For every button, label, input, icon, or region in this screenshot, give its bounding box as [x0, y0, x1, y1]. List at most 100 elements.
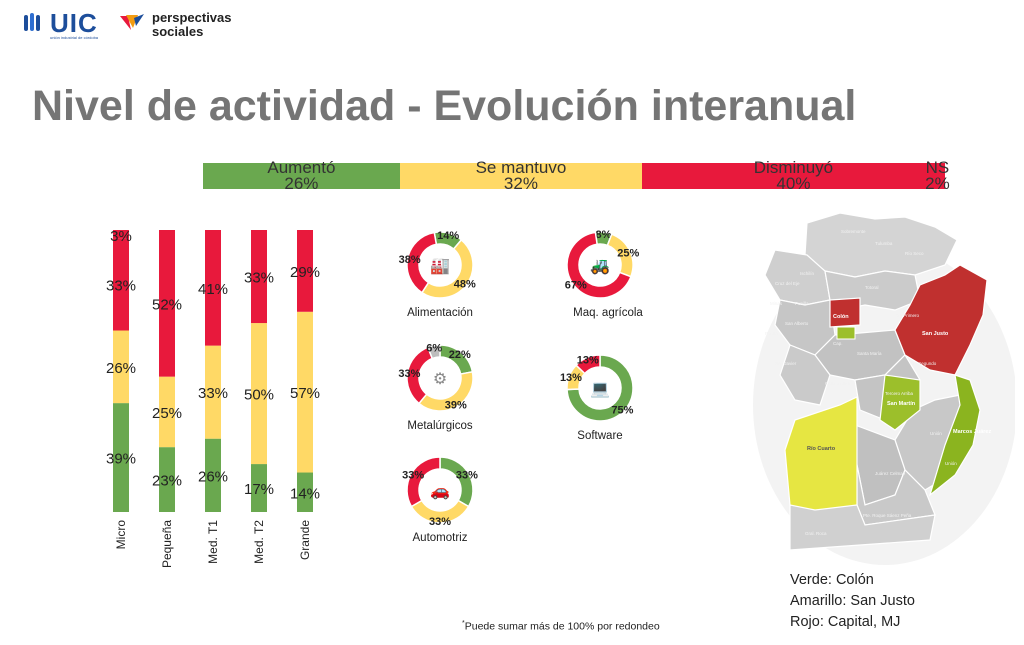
map-region-colon	[829, 297, 861, 328]
perspectivas-sociales-icon	[118, 12, 146, 39]
overall-bar-segment	[203, 163, 400, 189]
size-category-label: Med. T1	[206, 520, 220, 564]
size-bar-value-label: 41%	[198, 281, 228, 298]
map-label-colon: Colón	[833, 314, 849, 320]
overall-stacked-bar	[203, 163, 960, 189]
overall-bar-label: Se mantuvo 32%	[475, 158, 567, 193]
size-bar-value-label: 26%	[198, 468, 228, 485]
donut-slice	[566, 354, 634, 422]
logo-ps-line1: perspectivas	[152, 10, 232, 25]
map-faint-label: Pocho	[765, 331, 778, 336]
size-bar-segment	[113, 330, 129, 404]
size-bar-value-label: 33%	[244, 270, 274, 287]
size-bar-value-label: 33%	[106, 277, 136, 294]
map-faint-label: Minas	[770, 301, 783, 306]
size-bar-segment	[159, 230, 175, 377]
uic-symbol-icon	[24, 13, 40, 31]
map-faint-label: Río Seco	[905, 251, 924, 256]
size-bar-segment	[205, 438, 221, 512]
size-bar-segment	[159, 376, 175, 448]
map-region-marcos-juarez	[928, 374, 981, 497]
gear-icon: ⚙	[433, 371, 447, 388]
overall-bar-label: NS 2%	[925, 158, 950, 192]
donut-sector-label: Software	[577, 430, 622, 442]
map-faint-label: San Javier	[775, 361, 797, 366]
overall-series-name: Se mantuvo	[475, 158, 567, 177]
donut-value-label: 48%	[454, 279, 476, 291]
size-bar-segment	[251, 230, 267, 324]
footnote: *Puede sumar más de 100% por redondeo	[462, 620, 660, 633]
map-faint-label: Totoral	[865, 285, 879, 290]
donut-value-label: 6%	[426, 343, 442, 355]
overall-series-name: Aumentó	[267, 158, 336, 177]
map-faint-label: Sobremonte	[841, 229, 866, 234]
size-bar-segment	[205, 345, 221, 439]
logo-ps-line2: sociales	[152, 24, 204, 39]
map-region-san-martin	[879, 374, 921, 431]
donut-slice	[406, 231, 438, 294]
uic-tagline: unión industrial de córdoba	[50, 35, 99, 40]
map-legend: Verde: Colón Amarillo: San Justo Rojo: C…	[790, 570, 915, 633]
map-faint-label: Unión	[930, 431, 942, 436]
size-bar-value-label: 23%	[152, 473, 182, 490]
size-category-label: Grande	[298, 520, 312, 560]
map-faint-label: Cruz del Eje	[775, 281, 800, 286]
perspectivas-sociales-logo: perspectivas sociales	[152, 11, 232, 39]
car-icon: 🚗	[430, 483, 450, 500]
donut-value-label: 25%	[617, 247, 639, 259]
overall-bar-labels: Aumentó 26% Se mantuvo 32% Disminuyó 40% NS 2%	[0, 157, 1024, 197]
size-bar-value-label: 17%	[244, 481, 274, 498]
size-category-label: Micro	[114, 520, 128, 550]
overall-series-name: NS	[925, 158, 950, 177]
size-bar-value-label: 52%	[152, 296, 182, 313]
size-bar-value-label: 33%	[198, 385, 228, 402]
overall-series-name: Disminuyó	[753, 158, 834, 177]
overall-series-value: 32%	[503, 174, 538, 193]
uic-logo: UIC unión industrial de córdoba	[22, 8, 99, 40]
footnote-mark: *	[462, 620, 465, 627]
map-faint-label: Juárez Celman	[875, 471, 906, 476]
map-label-rio-cuarto: Río Cuarto	[807, 446, 836, 452]
size-bar-value-label: 14%	[290, 485, 320, 502]
overall-bar-segment	[944, 163, 960, 189]
map-label-san-martin: San Martín	[887, 401, 916, 407]
tractor-icon: 🚜	[590, 258, 610, 275]
map-faint-label: Unión	[945, 461, 957, 466]
donut-slice	[426, 344, 441, 360]
overall-series-value: 26%	[284, 174, 319, 193]
map-faint-label: Pte. Roque Sáenz Peña	[863, 513, 912, 518]
map-faint-label: Río Primero	[895, 313, 920, 318]
donut-sector-label: Alimentación	[407, 307, 473, 319]
donut-value-label: 33%	[402, 470, 424, 482]
size-bar-segment	[251, 323, 267, 465]
donut-value-label: 75%	[611, 404, 633, 416]
size-category-label: Med. T2	[252, 520, 266, 564]
map-faint-label: San Alberto	[785, 321, 809, 326]
size-category-label: Pequeña	[160, 520, 174, 568]
size-bar-segment	[159, 447, 175, 512]
overall-series-value: 40%	[776, 174, 811, 193]
overall-bar-label: Aumentó 26%	[267, 158, 336, 193]
map-faint-label: Cap.	[833, 341, 843, 346]
overall-bar-label: Disminuyó 40%	[753, 158, 834, 193]
overall-bar-segment	[642, 163, 945, 189]
legend-red: Rojo: Capital, MJ	[790, 614, 901, 630]
size-bar-value-label: 25%	[152, 405, 182, 422]
legend-green: Verde: Colón	[790, 572, 874, 588]
size-bar-segment	[297, 311, 313, 473]
map-labels: Colón San Justo San Martín Marcos Juárez…	[807, 314, 991, 452]
donut-slice	[575, 354, 601, 375]
page-title: Nivel de actividad - Evolución interanua…	[32, 82, 857, 130]
map-faint-label: Santa María	[857, 351, 882, 356]
footnote-text: Puede sumar más de 100% por redondeo	[464, 620, 660, 633]
donut-slice	[566, 231, 632, 299]
donut-sector-label: Maq. agrícola	[573, 307, 643, 319]
map-region-rio-cuarto	[784, 396, 858, 511]
map-faint-label: Tercero Arriba	[885, 391, 914, 396]
donut-value-label: 38%	[399, 254, 421, 266]
donut-sector-label: Metalúrgicos	[407, 420, 472, 432]
sector-donut-charts: 14% 48% 38% 🏭 Alimentación 8% 25% 67%🚜 Maq. agrí…	[398, 229, 643, 544]
size-bar-segment	[251, 464, 267, 512]
map-faint-label: Punilla	[795, 301, 809, 306]
size-bar-value-label: 57%	[290, 385, 320, 402]
